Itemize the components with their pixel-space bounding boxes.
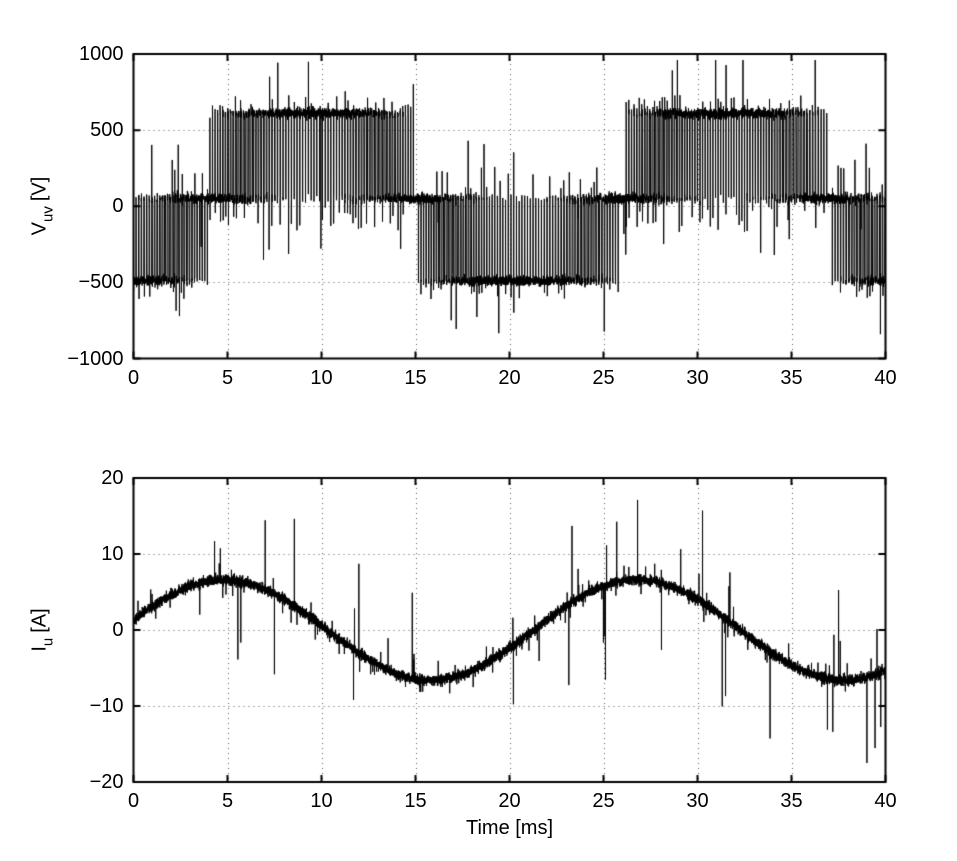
x-tick-label: 40	[874, 790, 897, 812]
y-tick-label: 0	[112, 195, 124, 218]
y-tick-label: −10	[89, 695, 124, 717]
y-tick-label: 1000	[79, 43, 124, 65]
y-tick-label: −1000	[67, 347, 124, 370]
x-tick-label: 0	[127, 790, 140, 812]
x-tick-label: 40	[874, 366, 897, 389]
current-symbol: I	[28, 646, 51, 652]
x-tick-label: 30	[686, 790, 709, 812]
x-tick-label: 5	[221, 366, 234, 389]
x-tick-label: 20	[498, 366, 521, 389]
x-tick-label: 10	[310, 790, 333, 812]
x-tick-label: 35	[780, 790, 803, 812]
x-tick-label: 25	[592, 790, 615, 812]
y-tick-label: 500	[90, 119, 124, 142]
x-tick-label: 0	[127, 366, 140, 389]
time-x-axis-label: Time [ms]	[465, 817, 554, 839]
y-tick-label: 10	[101, 543, 124, 565]
y-tick-label: 20	[101, 467, 124, 489]
x-tick-label: 30	[686, 366, 709, 389]
voltage-symbol: V	[28, 222, 51, 236]
x-tick-label: 35	[780, 366, 803, 389]
y-tick-label: −20	[89, 771, 124, 793]
x-tick-label: 10	[310, 366, 333, 389]
y-tick-label: −500	[78, 271, 124, 294]
x-tick-label: 5	[221, 790, 234, 812]
x-tick-label: 15	[404, 790, 427, 812]
y-tick-label: 0	[112, 619, 124, 641]
x-tick-label: 25	[592, 366, 615, 389]
x-tick-label: 15	[404, 366, 427, 389]
x-tick-label: 20	[498, 790, 521, 812]
